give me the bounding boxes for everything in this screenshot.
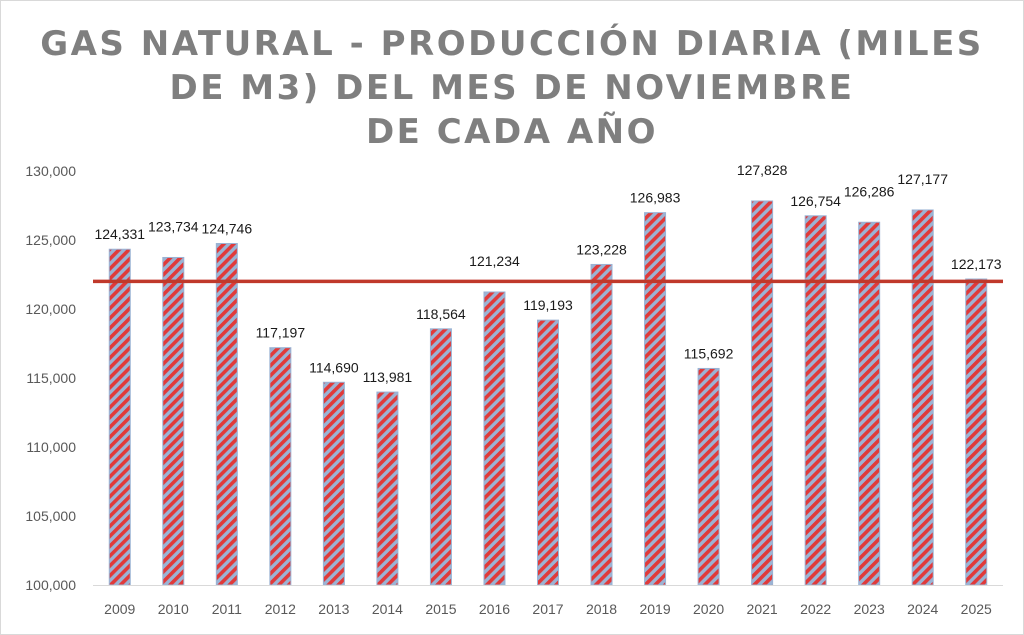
bar-2018 (590, 263, 613, 586)
y-tick-label: 100,000 (25, 577, 76, 593)
y-axis: 100,000 105,000 110,000 115,000 120,000 125,0… (25, 163, 76, 593)
data-label: 117,197 (256, 325, 306, 341)
bar-2010 (162, 256, 185, 586)
bar-2015 (429, 328, 452, 586)
y-tick-label: 125,000 (25, 232, 76, 248)
x-tick-label: 2018 (586, 601, 617, 617)
x-axis: 2009 2010 2011 2012 2013 2014 2015 2016 2017 2018… (93, 585, 1003, 617)
x-tick-label: 2021 (747, 601, 778, 617)
bar-2022 (804, 215, 827, 586)
x-tick-label: 2025 (961, 601, 992, 617)
bar-2012 (269, 347, 292, 586)
y-tick-label: 105,000 (25, 508, 76, 524)
bar-2011 (215, 243, 238, 586)
bar-2023 (858, 221, 881, 586)
data-label: 121,234 (469, 253, 520, 269)
data-label: 126,754 (790, 193, 841, 209)
bar-2024 (911, 209, 934, 586)
data-label: 126,286 (844, 183, 895, 199)
y-tick-label: 110,000 (26, 439, 76, 455)
y-tick-label: 130,000 (25, 163, 76, 179)
x-tick-label: 2023 (854, 601, 885, 617)
data-label: 127,177 (897, 171, 948, 187)
chart-title: GAS NATURAL - PRODUCCIÓN DIARIA (MILES D… (40, 22, 984, 154)
bar-2016 (483, 291, 506, 586)
y-tick-label: 115,000 (26, 370, 76, 386)
data-label: 124,331 (94, 226, 145, 242)
data-label: 115,692 (684, 345, 734, 361)
data-label: 127,828 (737, 162, 788, 178)
x-tick-label: 2022 (800, 601, 831, 617)
x-tick-label: 2011 (212, 601, 242, 617)
x-tick-label: 2024 (907, 601, 938, 617)
x-tick-label: 2009 (104, 601, 135, 617)
data-label: 126,983 (630, 190, 681, 206)
y-tick-label: 120,000 (25, 301, 76, 317)
data-label: 123,734 (148, 218, 199, 234)
data-labels: 124,331 123,734 124,746 117,197 114,690113,9… (94, 162, 1001, 385)
bar-2017 (537, 319, 559, 586)
x-tick-label: 2019 (639, 601, 670, 617)
bar-2020 (697, 367, 720, 586)
bars (108, 200, 988, 586)
data-label: 124,746 (202, 221, 253, 237)
data-label: 122,173 (951, 256, 1002, 272)
x-tick-label: 2013 (318, 601, 349, 617)
data-label: 114,690 (309, 359, 359, 375)
data-label: 118,564 (416, 306, 466, 322)
bar-2021 (751, 200, 774, 586)
x-tick-label: 2014 (372, 601, 403, 617)
x-tick-label: 2016 (479, 601, 510, 617)
bar-2019 (644, 212, 667, 586)
data-label: 119,193 (523, 297, 573, 313)
chart-title-line-3: DE CADA AÑO (365, 112, 659, 152)
bar-2013 (322, 381, 345, 586)
data-label: 123,228 (576, 241, 627, 257)
bar-2025 (965, 278, 988, 586)
x-tick-label: 2015 (425, 601, 456, 617)
chart-title-line-2: DE M3) DEL MES DE NOVIEMBRE (169, 68, 855, 108)
bar-2014 (376, 391, 399, 586)
x-tick-label: 2010 (158, 601, 189, 617)
x-tick-label: 2012 (265, 601, 296, 617)
data-label: 113,981 (363, 369, 413, 385)
x-tick-label: 2017 (532, 601, 563, 617)
bar-2009 (108, 248, 131, 586)
chart-title-line-1: GAS NATURAL - PRODUCCIÓN DIARIA (MILES (40, 24, 984, 64)
x-tick-label: 2020 (693, 601, 724, 617)
